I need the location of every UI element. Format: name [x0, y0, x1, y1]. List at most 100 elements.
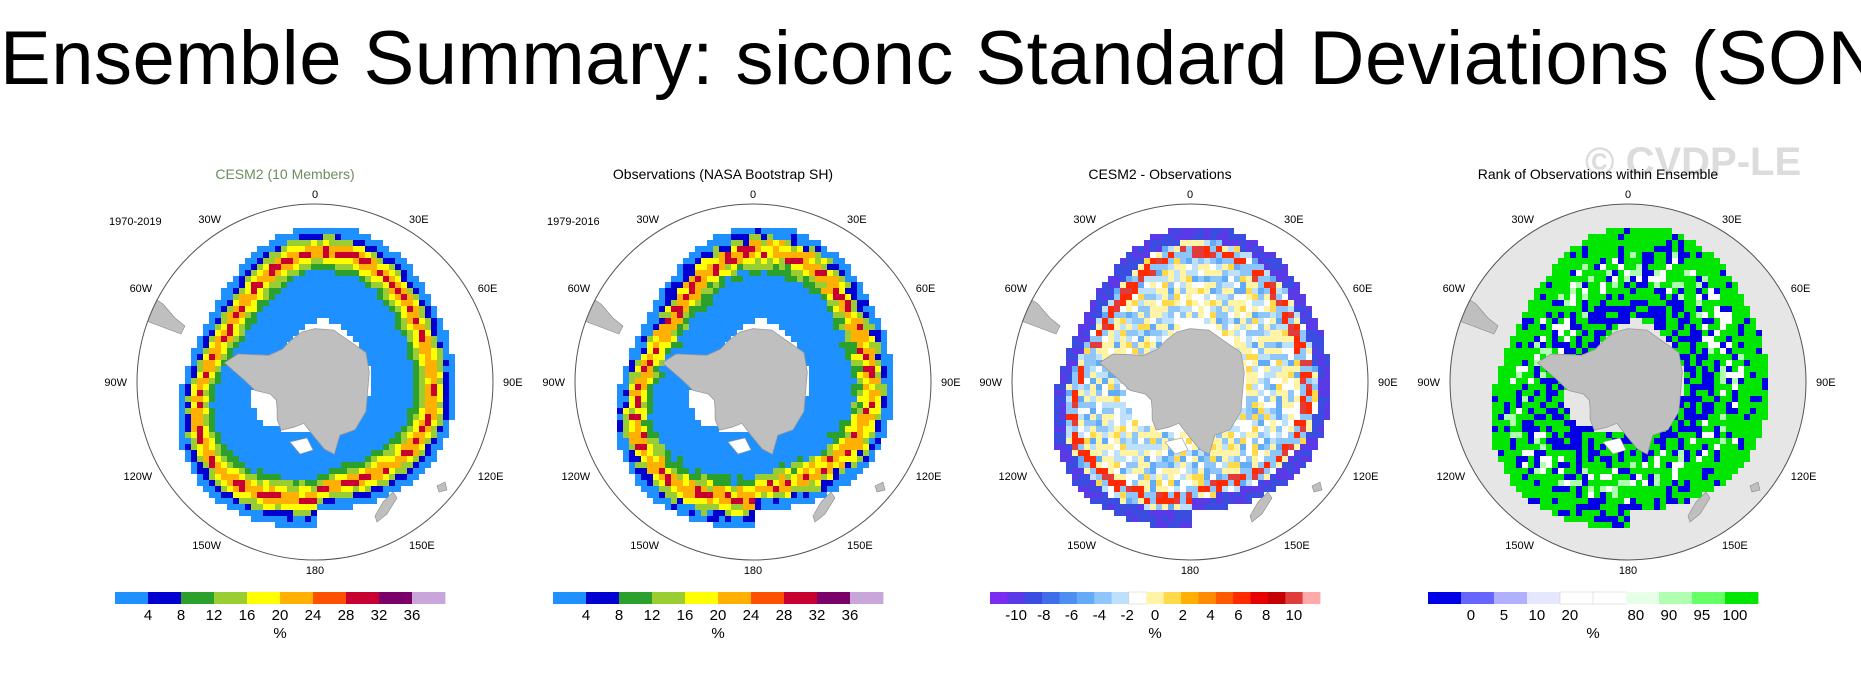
panel-title: Rank of Observations within Ensemble [1477, 166, 1719, 182]
colorbar-swatch [412, 592, 446, 604]
colorbar-swatch [1250, 592, 1269, 604]
colorbar-swatch [1007, 592, 1026, 604]
colorbar-swatch [1285, 592, 1304, 604]
colorbar-tick-label: 6 [1234, 607, 1242, 624]
compass-label-s120w: 120W [123, 471, 152, 483]
antarctica-landmass [661, 328, 808, 455]
period-label: 1979-2016 [547, 216, 600, 228]
colorbar-tick-label: -10 [1005, 607, 1027, 624]
colorbar-unit-label: % [273, 625, 286, 642]
colorbar-tick-label: 5 [1500, 607, 1508, 624]
compass-label-right: 90E [941, 377, 961, 389]
colorbar-tick-label: 80 [1628, 607, 1645, 624]
colorbar-tick-label: 24 [305, 607, 322, 624]
colorbar-tick-label: 90 [1661, 607, 1678, 624]
colorbar-tick-label: 100 [1722, 607, 1747, 624]
colorbar-unit-label: % [1586, 625, 1599, 642]
compass-label-n60w: 60W [1443, 283, 1466, 295]
colorbar-tick-label: 12 [644, 607, 661, 624]
colorbar-swatch [1626, 592, 1660, 604]
colorbar-swatch [115, 592, 149, 604]
compass-label-top: 0 [750, 189, 756, 201]
colorbar-tick-label: 10 [1286, 607, 1303, 624]
colorbar-swatch [1559, 591, 1594, 605]
compass-label-n60w: 60W [568, 283, 591, 295]
colorbar-swatch [1163, 592, 1182, 604]
colorbar-swatch [1024, 592, 1043, 604]
compass-label-left: 90W [979, 377, 1002, 389]
colorbar-swatch [784, 592, 818, 604]
colorbar-tick-label: 36 [404, 607, 421, 624]
panel-obs: Observations (NASA Bootstrap SH) 1979-201… [523, 160, 960, 660]
colorbar-tick-label: -2 [1121, 607, 1134, 624]
colorbar-swatch [718, 592, 752, 604]
polar-map: 0 30E 60E 90E 120E 150E 180 150W 120W 90W 60W 30W [104, 189, 522, 577]
colorbar: 4 8 12 16 20 24 28 32 36% [115, 592, 446, 642]
sea-ice-field [179, 228, 455, 528]
colorbar-swatch [553, 592, 587, 604]
colorbar-swatch [652, 592, 686, 604]
colorbar-swatch [181, 592, 215, 604]
map-border [1011, 203, 1369, 561]
colorbar-tick-label: 0 [1151, 607, 1159, 624]
colorbar-swatch [1461, 592, 1495, 604]
colorbar-swatch [1076, 592, 1095, 604]
ice-shelf-shape [1602, 437, 1627, 455]
colorbar-swatch [1198, 592, 1217, 604]
map-border [1449, 203, 1807, 561]
colorbar-tick-label: 8 [1262, 607, 1270, 624]
compass-label-s150w: 150W [630, 540, 659, 552]
colorbar-swatch [1094, 592, 1112, 604]
compass-label-n60e: 60E [1791, 283, 1811, 295]
colorbar-swatch [817, 592, 851, 604]
colorbar-swatch [1059, 592, 1078, 604]
compass-label-n60e: 60E [1353, 283, 1373, 295]
colorbar-tick-label: 32 [371, 607, 388, 624]
colorbar-swatch [1659, 592, 1693, 604]
colorbar-swatch [850, 592, 884, 604]
colorbar-swatch [619, 592, 653, 604]
ice-shelf-shape [1164, 437, 1189, 455]
compass-label-n30w: 30W [198, 214, 221, 226]
ice-shelf-shape [289, 437, 314, 455]
colorbar-tick-label: 24 [743, 607, 760, 624]
compass-label-s120e: 120E [1353, 471, 1379, 483]
polar-map: 0 30E 60E 90E 120E 150E 180 150W 120W 90W 60W 30W [1417, 189, 1835, 577]
compass-label-s150w: 150W [1505, 540, 1534, 552]
compass-label-n30w: 30W [636, 214, 659, 226]
compass-label-n60w: 60W [1005, 283, 1028, 295]
compass-label-left: 90W [1417, 377, 1440, 389]
colorbar-tick-label: 16 [239, 607, 256, 624]
panel-title: Observations (NASA Bootstrap SH) [612, 166, 834, 182]
colorbar-swatch [586, 592, 620, 604]
colorbar-tick-label: 20 [1562, 607, 1579, 624]
colorbar-swatch [1692, 592, 1726, 604]
compass-label-right: 90E [1378, 377, 1398, 389]
antarctica-landmass [223, 328, 370, 455]
colorbar-tick-label: -4 [1093, 607, 1106, 624]
compass-label-bottom: 180 [1619, 565, 1637, 577]
colorbar-swatch [1725, 592, 1759, 604]
colorbar-tick-label: 36 [842, 607, 859, 624]
compass-label-bottom: 180 [1181, 565, 1199, 577]
colorbar-tick-label: 16 [677, 607, 694, 624]
new-zealand-landmass [812, 491, 836, 523]
colorbar: -10 -8 -6 -4 -2 0 2 4 6 8 10% [990, 591, 1321, 642]
new-zealand-landmass [1249, 491, 1273, 523]
colorbar: 0 5 10 20 80 90 95 100% [1428, 591, 1759, 642]
compass-label-s150e: 150E [1722, 540, 1748, 552]
new-zealand-landmass [1687, 491, 1711, 523]
colorbar-tick-label: 20 [710, 607, 727, 624]
sea-ice-field [617, 228, 893, 528]
compass-label-n30w: 30W [1073, 214, 1096, 226]
new-zealand-landmass [374, 491, 398, 523]
ice-shelf-shape [727, 437, 752, 455]
colorbar-swatch [1267, 592, 1286, 604]
colorbar-tick-label: 2 [1179, 607, 1187, 624]
colorbar-swatch [1233, 592, 1251, 604]
panel-title: CESM2 - Observations [1088, 166, 1232, 182]
compass-label-s150e: 150E [409, 540, 435, 552]
colorbar-swatch [1428, 592, 1462, 604]
tasmania-landmass [1749, 481, 1761, 493]
compass-label-s120w: 120W [561, 471, 590, 483]
